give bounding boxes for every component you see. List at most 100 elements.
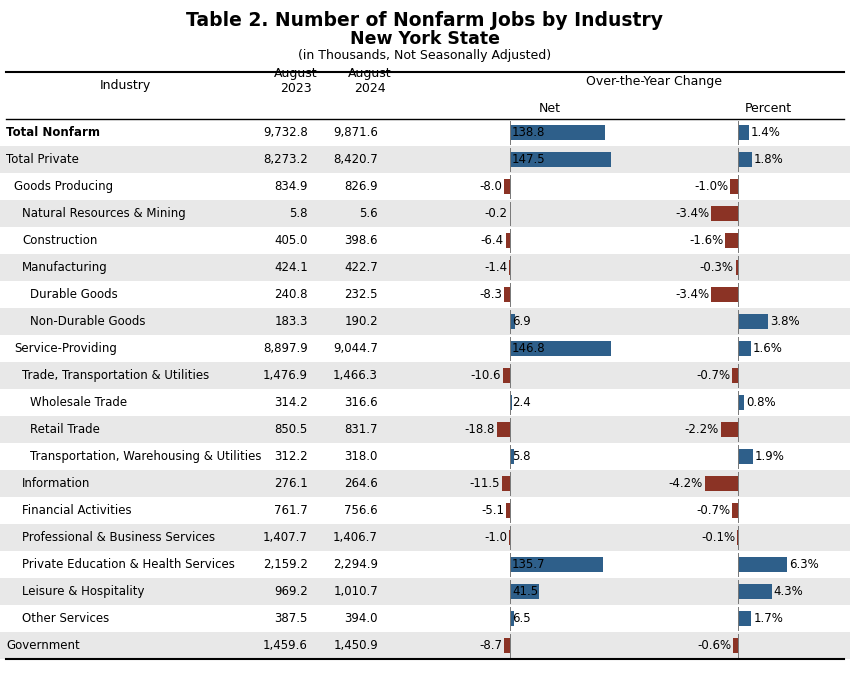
Text: Over-the-Year Change: Over-the-Year Change: [586, 75, 722, 88]
Bar: [735, 260, 738, 274]
Text: 147.5: 147.5: [512, 153, 546, 166]
Bar: [0, 443, 850, 470]
Bar: [510, 342, 611, 356]
Text: 1,459.6: 1,459.6: [264, 639, 308, 652]
Text: Percent: Percent: [745, 102, 791, 116]
Bar: [733, 368, 738, 382]
Bar: [0, 578, 850, 605]
Text: 190.2: 190.2: [344, 315, 378, 328]
Text: 1.8%: 1.8%: [754, 153, 784, 166]
Text: Other Services: Other Services: [22, 612, 110, 625]
Text: Construction: Construction: [22, 234, 98, 247]
Text: -2.2%: -2.2%: [684, 423, 719, 436]
Bar: [510, 612, 514, 626]
Text: Non-Durable Goods: Non-Durable Goods: [30, 315, 145, 328]
Bar: [507, 503, 510, 517]
Bar: [0, 416, 850, 443]
Text: 138.8: 138.8: [512, 126, 546, 139]
Bar: [0, 254, 850, 281]
Text: 969.2: 969.2: [275, 585, 308, 598]
Text: Transportation, Warehousing & Utilities: Transportation, Warehousing & Utilities: [30, 450, 262, 463]
Text: Durable Goods: Durable Goods: [30, 288, 118, 301]
Bar: [510, 314, 515, 328]
Text: Private Education & Health Services: Private Education & Health Services: [22, 558, 235, 571]
Text: Natural Resources & Mining: Natural Resources & Mining: [22, 207, 186, 220]
Text: -3.4%: -3.4%: [675, 288, 709, 301]
Bar: [0, 308, 850, 335]
Text: 761.7: 761.7: [275, 504, 308, 517]
Text: 5.8: 5.8: [290, 207, 308, 220]
Text: 2,159.2: 2,159.2: [264, 558, 308, 571]
Text: 276.1: 276.1: [275, 477, 308, 490]
Bar: [506, 234, 510, 248]
Text: 1.4%: 1.4%: [751, 126, 781, 139]
Bar: [738, 125, 749, 139]
Text: -0.3%: -0.3%: [700, 261, 734, 274]
Text: 316.6: 316.6: [344, 396, 378, 409]
Bar: [733, 503, 738, 517]
Text: -0.7%: -0.7%: [696, 504, 730, 517]
Text: August
2023: August 2023: [275, 67, 318, 95]
Bar: [711, 288, 738, 302]
Text: Industry: Industry: [99, 79, 150, 92]
Text: 183.3: 183.3: [275, 315, 308, 328]
Text: 826.9: 826.9: [344, 180, 378, 193]
Text: Table 2. Number of Nonfarm Jobs by Industry: Table 2. Number of Nonfarm Jobs by Indus…: [186, 10, 664, 29]
Bar: [721, 423, 738, 437]
Text: 2,294.9: 2,294.9: [333, 558, 378, 571]
Text: 1,407.7: 1,407.7: [264, 531, 308, 544]
Text: 0.8%: 0.8%: [746, 396, 776, 409]
Bar: [510, 395, 512, 409]
Text: -4.2%: -4.2%: [669, 477, 703, 490]
Bar: [0, 335, 850, 362]
Text: 314.2: 314.2: [275, 396, 308, 409]
Bar: [738, 557, 787, 571]
Text: (in Thousands, Not Seasonally Adjusted): (in Thousands, Not Seasonally Adjusted): [298, 48, 552, 62]
Text: 1.9%: 1.9%: [755, 450, 785, 463]
Text: 135.7: 135.7: [512, 558, 546, 571]
Bar: [510, 557, 604, 571]
Text: 398.6: 398.6: [344, 234, 378, 247]
Bar: [0, 200, 850, 227]
Text: 41.5: 41.5: [512, 585, 538, 598]
Bar: [738, 153, 752, 167]
Text: Professional & Business Services: Professional & Business Services: [22, 531, 215, 544]
Bar: [504, 288, 510, 302]
Bar: [738, 314, 768, 328]
Text: Information: Information: [22, 477, 90, 490]
Bar: [0, 72, 850, 99]
Text: Leisure & Hospitality: Leisure & Hospitality: [22, 585, 145, 598]
Text: Manufacturing: Manufacturing: [22, 261, 108, 274]
Text: 1,010.7: 1,010.7: [333, 585, 378, 598]
Text: Net: Net: [539, 102, 561, 116]
Bar: [0, 524, 850, 551]
Bar: [0, 227, 850, 254]
Bar: [0, 470, 850, 497]
Bar: [738, 395, 745, 409]
Bar: [738, 584, 772, 598]
Text: -18.8: -18.8: [465, 423, 495, 436]
Text: 394.0: 394.0: [344, 612, 378, 625]
Text: 1,406.7: 1,406.7: [333, 531, 378, 544]
Text: 850.5: 850.5: [275, 423, 308, 436]
Text: 312.2: 312.2: [275, 450, 308, 463]
Text: -3.4%: -3.4%: [675, 207, 709, 220]
Text: -1.6%: -1.6%: [689, 234, 723, 247]
Bar: [510, 125, 605, 139]
Text: 4.3%: 4.3%: [774, 585, 803, 598]
Text: 1,450.9: 1,450.9: [333, 639, 378, 652]
Text: 9,871.6: 9,871.6: [333, 126, 378, 139]
Text: 5.6: 5.6: [360, 207, 378, 220]
Bar: [738, 342, 751, 356]
Text: -1.0: -1.0: [484, 531, 507, 544]
Text: 6.3%: 6.3%: [790, 558, 819, 571]
Text: 6.5: 6.5: [512, 612, 530, 625]
Text: 1.7%: 1.7%: [753, 612, 783, 625]
Text: 2.4: 2.4: [512, 396, 530, 409]
Text: Wholesale Trade: Wholesale Trade: [30, 396, 127, 409]
Text: 831.7: 831.7: [344, 423, 378, 436]
Text: 8,420.7: 8,420.7: [333, 153, 378, 166]
Bar: [738, 612, 751, 626]
Text: 5.8: 5.8: [512, 450, 530, 463]
Text: -0.1%: -0.1%: [701, 531, 735, 544]
